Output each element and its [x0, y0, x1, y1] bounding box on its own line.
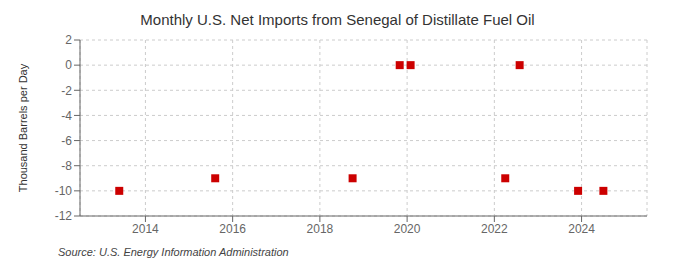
svg-text:2024: 2024	[568, 222, 595, 236]
svg-text:-10: -10	[55, 184, 73, 198]
svg-text:2020: 2020	[394, 222, 421, 236]
svg-text:0: 0	[65, 58, 72, 72]
html-text:Monthly U.S. Net Imports from: Monthly U.S. Net Imports from Senegal of…	[140, 11, 535, 28]
svg-text:2014: 2014	[132, 222, 159, 236]
svg-text:Thousand Barrels per Day: Thousand Barrels per Day	[17, 63, 29, 192]
svg-text:-6: -6	[61, 134, 72, 148]
svg-text:2: 2	[65, 33, 72, 47]
svg-text:2022: 2022	[481, 222, 508, 236]
svg-text:-4: -4	[61, 109, 72, 123]
svg-text:-2: -2	[61, 84, 72, 98]
svg-text:2016: 2016	[219, 222, 246, 236]
svg-text:-8: -8	[61, 159, 72, 173]
html-text:Source: U.S. Energy Informatio: Source: U.S. Energy Information Administ…	[58, 246, 289, 258]
svg-text:2018: 2018	[307, 222, 334, 236]
svg-text:-12: -12	[55, 209, 73, 223]
